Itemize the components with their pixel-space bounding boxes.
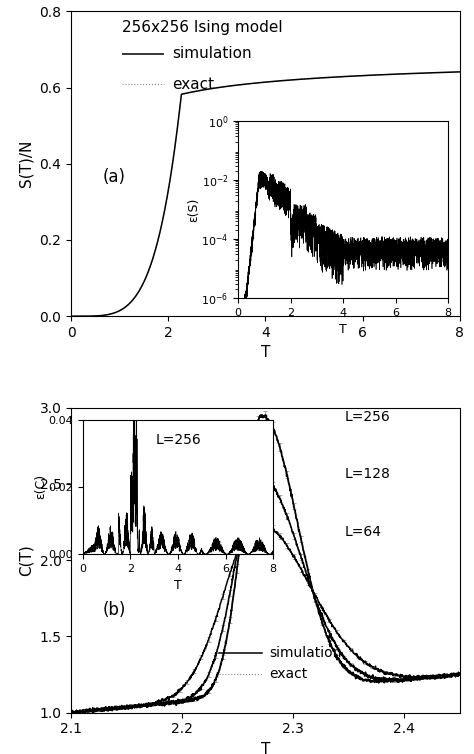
Text: exact: exact bbox=[172, 77, 214, 92]
Y-axis label: S(T)/N: S(T)/N bbox=[19, 140, 34, 188]
Y-axis label: C(T): C(T) bbox=[19, 544, 34, 576]
Text: simulation: simulation bbox=[172, 47, 252, 62]
Text: 256x256 Ising model: 256x256 Ising model bbox=[122, 20, 282, 35]
X-axis label: T: T bbox=[261, 742, 270, 754]
Text: L=64: L=64 bbox=[345, 525, 382, 538]
X-axis label: T: T bbox=[261, 345, 270, 360]
Text: simulation: simulation bbox=[269, 646, 342, 660]
Text: L=256: L=256 bbox=[345, 410, 391, 425]
Text: (b): (b) bbox=[102, 601, 126, 619]
Text: exact: exact bbox=[269, 667, 308, 682]
Text: L=128: L=128 bbox=[345, 467, 391, 481]
Text: (a): (a) bbox=[102, 168, 125, 186]
